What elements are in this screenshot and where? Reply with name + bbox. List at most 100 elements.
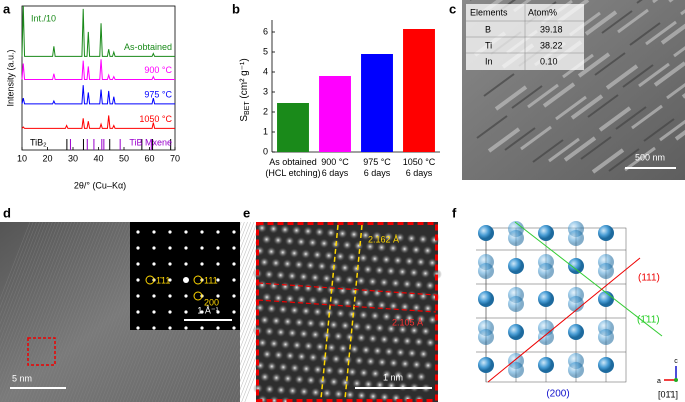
- series-line: [21, 59, 175, 80]
- atom-column: [319, 353, 330, 364]
- lattice-line: [344, 224, 363, 400]
- atom-column: [278, 304, 288, 315]
- atom-column: [287, 271, 298, 281]
- atom-column: [278, 362, 289, 373]
- atom-column: [266, 361, 277, 372]
- atom-column: [360, 230, 371, 241]
- flake: [504, 127, 536, 151]
- lattice-fringe: [0, 221, 44, 333]
- x-tick-label: 900 °C 6 days: [321, 157, 349, 178]
- atom-column: [339, 262, 350, 273]
- lattice-fringe: [42, 221, 114, 402]
- atom-column: [282, 373, 293, 384]
- atom-column: [365, 299, 376, 310]
- scale-bar-label: 1 Å⁻¹: [197, 305, 218, 315]
- panel-label: b: [232, 1, 240, 16]
- atom-column: [407, 348, 417, 359]
- label-line: 6 days: [322, 168, 349, 178]
- spot: [152, 310, 156, 314]
- atom-column: [269, 338, 279, 349]
- atom-column: [314, 284, 325, 294]
- atom-column: [404, 256, 415, 267]
- y-axis-label: Intensity (a.u.): [5, 49, 15, 106]
- atom-column: [261, 292, 272, 303]
- flake: [605, 64, 639, 90]
- atom-column: [431, 269, 442, 280]
- lattice-fringe: [17, 221, 88, 402]
- plane-label: (200): [546, 389, 569, 400]
- panel-label: d: [3, 205, 11, 220]
- panel-label: f: [452, 205, 457, 220]
- spot: [216, 246, 220, 250]
- plane-label: (111): [638, 273, 660, 284]
- label-line: As obtained: [269, 157, 317, 167]
- atom-column: [374, 323, 385, 333]
- atom-column: [324, 365, 335, 376]
- atom-column: [308, 352, 319, 363]
- atom-column: [271, 315, 282, 326]
- atom-column: [381, 369, 392, 380]
- flake: [476, 115, 508, 139]
- lattice-line: [257, 299, 437, 313]
- atom-column: [298, 328, 309, 339]
- plane-line: [514, 221, 663, 337]
- spot: [136, 278, 140, 282]
- atom-column: [296, 351, 307, 362]
- spot: [200, 262, 204, 266]
- lattice-fringe: [33, 221, 104, 402]
- flake: [631, 104, 663, 130]
- lattice-line: [320, 224, 339, 400]
- selection-box: [27, 337, 56, 366]
- flake: [660, 23, 685, 45]
- flake: [645, 20, 677, 46]
- atom-column: [388, 243, 399, 254]
- atom-column: [333, 389, 344, 399]
- d-spacing-label: 2.162 Å: [368, 234, 399, 244]
- axis-label: c: [674, 358, 678, 365]
- atom-column: [411, 359, 422, 370]
- lattice-fringe: [0, 221, 34, 309]
- atom-column: [319, 296, 330, 307]
- atom: [598, 357, 614, 373]
- x-axis-label: 2θ/° (Cu–Kα): [74, 180, 126, 190]
- atom-column: [338, 343, 348, 354]
- atom-column: [287, 385, 298, 396]
- atom-column: [289, 305, 300, 316]
- atom-column: [422, 245, 433, 256]
- atom-column: [365, 356, 376, 367]
- atom-column: [425, 337, 436, 348]
- axis-origin: [674, 378, 678, 382]
- spot: [216, 310, 220, 314]
- atom-column: [385, 266, 396, 276]
- atom-column: [342, 240, 353, 250]
- label-line: 6 days: [364, 168, 391, 178]
- flake: [617, 8, 649, 34]
- atom-column: [268, 280, 279, 291]
- spot: [184, 230, 188, 234]
- atom-column: [266, 303, 277, 314]
- atom-column: [381, 254, 392, 265]
- spot: [216, 262, 220, 266]
- atom-column: [301, 306, 311, 316]
- atom: [508, 362, 524, 378]
- lattice-fringe: [0, 221, 31, 300]
- atom-column: [360, 287, 371, 298]
- atom-column: [277, 247, 288, 258]
- bar: [361, 54, 393, 152]
- flake: [653, 61, 685, 87]
- x-tick-label: 1050 °C 6 days: [403, 157, 436, 178]
- lattice-fringe: [62, 221, 133, 402]
- bar: [277, 103, 309, 152]
- atom-column: [420, 326, 431, 337]
- atom-column: [400, 358, 411, 369]
- flake: [483, 73, 515, 97]
- x-tick-label: 30: [68, 153, 78, 163]
- atom-column: [358, 310, 369, 320]
- x-tick-label: As obtained (HCL etching): [265, 157, 320, 178]
- scale-bar-label: 1 nm: [383, 372, 403, 382]
- flake: [494, 85, 528, 111]
- spot: [168, 230, 172, 234]
- atom: [598, 225, 614, 241]
- spot-marker: [193, 291, 203, 301]
